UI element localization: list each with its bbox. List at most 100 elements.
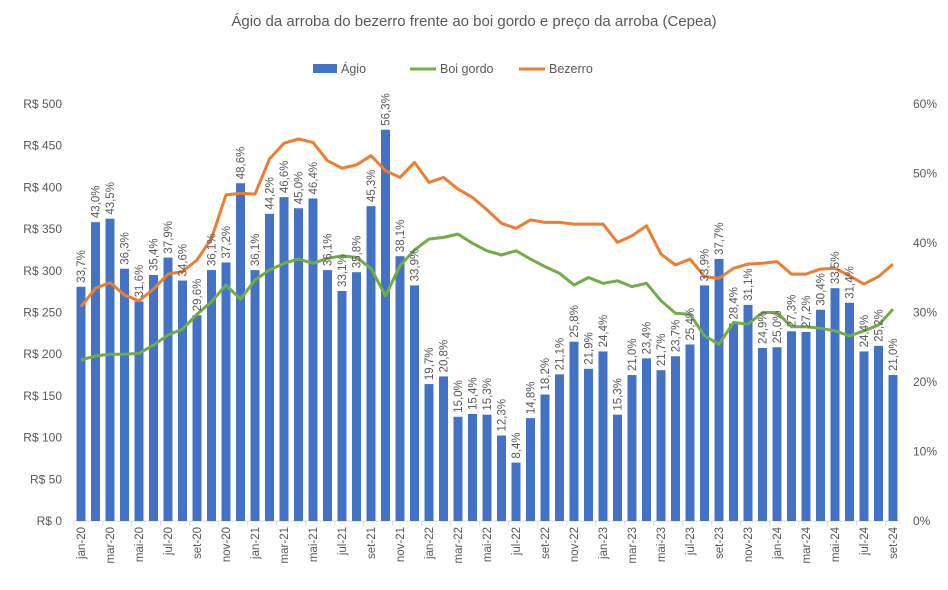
bar-agio bbox=[149, 274, 158, 521]
bar-agio bbox=[294, 208, 303, 521]
bar-agio bbox=[134, 301, 144, 521]
bar-data-label: 24,4% bbox=[859, 315, 871, 348]
bar-data-label: 25,0% bbox=[772, 311, 784, 344]
bar-agio bbox=[192, 315, 202, 521]
bar-agio bbox=[482, 414, 492, 521]
bar-agio bbox=[76, 286, 86, 521]
bar-data-label: 46,4% bbox=[308, 162, 320, 195]
bar-data-label: 56,3% bbox=[381, 93, 393, 126]
bar-data-label: 23,4% bbox=[642, 322, 654, 355]
x-axis-tick-label: jul-20 bbox=[163, 527, 175, 556]
x-axis-tick-label: mai-23 bbox=[656, 527, 668, 562]
bar-data-label: 44,2% bbox=[265, 177, 277, 210]
left-axis-tick-label: R$ 100 bbox=[23, 431, 62, 445]
bar-data-label: 25,4% bbox=[685, 308, 697, 341]
x-axis-tick-label: jul-23 bbox=[685, 527, 697, 556]
bar-data-label: 14,8% bbox=[526, 382, 538, 415]
right-axis-tick-label: 10% bbox=[913, 445, 937, 459]
x-axis-tick-label: set-24 bbox=[888, 526, 900, 559]
x-axis-tick-label: jul-21 bbox=[337, 527, 349, 556]
bar-agio bbox=[700, 285, 709, 521]
x-axis-tick-label: mar-24 bbox=[801, 526, 813, 563]
bar-data-label: 15,3% bbox=[482, 378, 494, 411]
left-axis-tick-label: R$ 250 bbox=[23, 306, 62, 320]
bar-agio bbox=[816, 309, 825, 521]
bar-data-label: 27,2% bbox=[801, 295, 813, 328]
bar-agio bbox=[323, 270, 332, 521]
bar-data-label: 45,0% bbox=[294, 172, 306, 205]
legend-label-boi: Boi gordo bbox=[440, 62, 494, 76]
x-axis-tick-label: set-20 bbox=[192, 527, 204, 559]
bar-agio bbox=[424, 384, 434, 521]
left-axis-tick-label: R$ 300 bbox=[23, 264, 62, 278]
x-axis-tick-label: set-21 bbox=[366, 527, 378, 559]
bar-data-label: 8,4% bbox=[511, 432, 523, 458]
bar-data-label: 29,6% bbox=[192, 279, 204, 312]
right-axis-tick-label: 40% bbox=[913, 236, 937, 250]
bar-agio bbox=[685, 344, 695, 521]
bar-data-label: 46,6% bbox=[279, 161, 291, 194]
bar-agio bbox=[613, 414, 622, 521]
bar-data-label: 25,2% bbox=[874, 309, 886, 342]
bar-agio bbox=[758, 347, 767, 521]
bar-data-label: 20,8% bbox=[439, 340, 451, 373]
bar-agio bbox=[308, 198, 318, 521]
bar-agio bbox=[497, 435, 506, 521]
bar-agio bbox=[671, 356, 680, 521]
bar-data-label: 33,1% bbox=[337, 254, 349, 287]
bar-agio bbox=[830, 288, 840, 521]
left-axis-tick-label: R$ 200 bbox=[23, 347, 62, 361]
bar-agio bbox=[207, 270, 216, 521]
bar-data-label: 37,9% bbox=[163, 221, 175, 254]
bar-data-label: 15,4% bbox=[468, 377, 480, 410]
bar-agio bbox=[787, 331, 796, 521]
x-axis-tick-label: nov-21 bbox=[395, 527, 407, 562]
bar-data-label: 48,6% bbox=[236, 147, 248, 180]
bar-data-label: 33,7% bbox=[76, 250, 88, 283]
right-axis-tick-label: 0% bbox=[913, 514, 931, 528]
bar-agio bbox=[656, 370, 666, 521]
bar-agio bbox=[584, 368, 593, 521]
left-axis-tick-label: R$ 50 bbox=[30, 472, 62, 486]
x-axis-tick-label: mai-24 bbox=[830, 526, 842, 562]
bar-data-label: 28,4% bbox=[729, 287, 741, 320]
bar-agio bbox=[236, 183, 245, 522]
bar-data-label: 27,3% bbox=[787, 295, 799, 328]
right-axis-tick-label: 30% bbox=[913, 306, 937, 320]
bar-data-label: 25,8% bbox=[569, 305, 581, 338]
legend-label-bezerro: Bezerro bbox=[549, 62, 593, 76]
bar-agio bbox=[366, 206, 376, 522]
bar-agio bbox=[729, 323, 738, 521]
x-axis-tick-label: mar-21 bbox=[279, 527, 291, 563]
bar-agio bbox=[163, 257, 173, 521]
bar-agio bbox=[888, 375, 898, 521]
bar-agio bbox=[395, 256, 405, 521]
bar-agio bbox=[381, 129, 390, 521]
bar-agio bbox=[511, 462, 521, 521]
x-axis-tick-label: jul-22 bbox=[511, 527, 523, 556]
bar-agio bbox=[279, 197, 289, 521]
x-axis-tick-label: mai-22 bbox=[482, 527, 494, 562]
bar-data-label: 18,2% bbox=[540, 358, 552, 391]
bar-agio bbox=[178, 280, 187, 521]
bar-data-label: 37,7% bbox=[714, 222, 726, 255]
legend-label-agio: Ágio bbox=[341, 61, 366, 76]
bar-data-label: 31,4% bbox=[845, 266, 857, 299]
legend: Ágio Boi gordo Bezerro bbox=[313, 61, 593, 76]
bar-data-label: 21,0% bbox=[888, 338, 900, 371]
bar-data-label: 37,2% bbox=[221, 226, 233, 259]
bar-data-label: 24,9% bbox=[758, 311, 770, 344]
x-axis-tick-label: set-23 bbox=[714, 527, 726, 559]
right-axis-tick-label: 60% bbox=[913, 97, 937, 111]
x-axis-tick-label: jan-21 bbox=[250, 527, 262, 560]
left-axis-tick-label: R$ 400 bbox=[23, 180, 62, 194]
bar-data-label: 31,6% bbox=[134, 265, 146, 298]
bar-data-label: 36,1% bbox=[323, 233, 335, 266]
x-axis-tick-label: jul-24 bbox=[859, 526, 871, 556]
bar-agio bbox=[874, 345, 883, 521]
bar-data-label: 35,4% bbox=[149, 238, 161, 271]
bar-data-label: 43,5% bbox=[105, 182, 117, 215]
x-axis-tick-label: mar-22 bbox=[453, 527, 465, 563]
